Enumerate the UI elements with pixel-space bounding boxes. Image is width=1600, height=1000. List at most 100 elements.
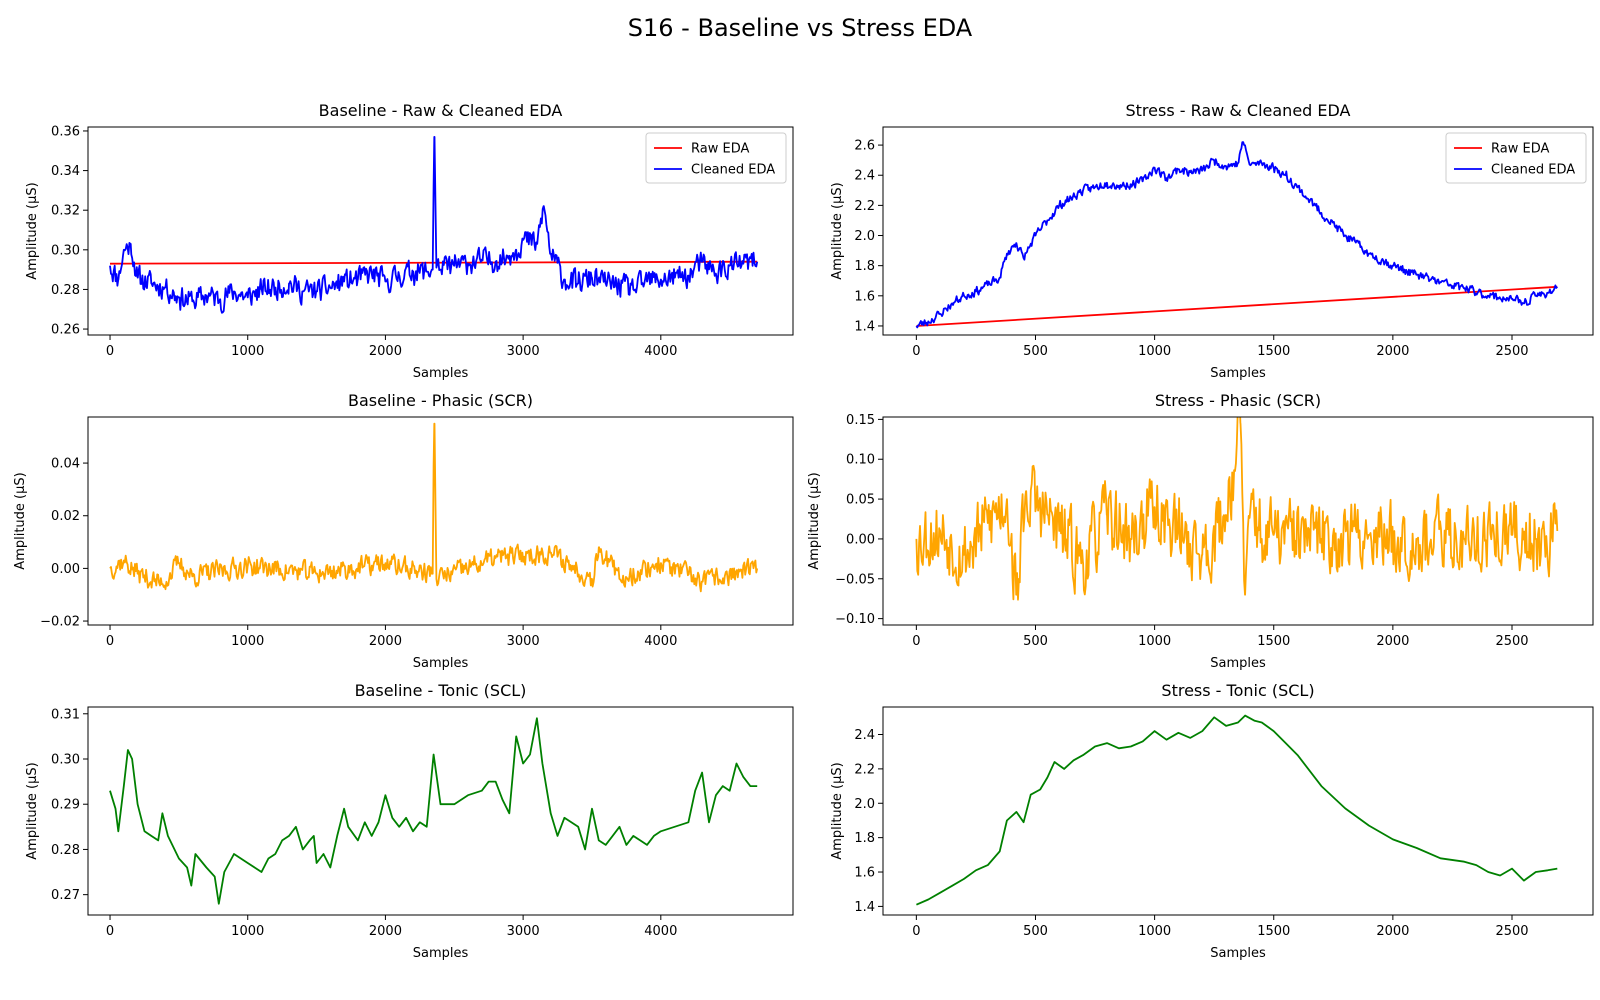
y-tick-label: 1.4: [854, 319, 875, 334]
x-tick-label: 4000: [644, 344, 677, 359]
y-tick-label: 0.02: [51, 509, 80, 524]
x-tick-label: 1000: [1138, 924, 1171, 939]
y-tick-label: 0.31: [51, 707, 80, 722]
chart-title: Stress - Raw & Cleaned EDA: [1125, 101, 1350, 120]
y-tick-label: 1.6: [854, 289, 875, 304]
y-tick-label: 1.4: [854, 900, 875, 915]
y-tick-label: 0.32: [51, 204, 80, 219]
y-tick-label: 0.28: [51, 283, 80, 298]
x-tick-label: 0: [912, 634, 920, 649]
chart-panel-4: 0 500 1000 1500 2000 2500 −0.10 −0.05 0.00 0.05 0.…: [807, 391, 1594, 671]
y-tick-label: 0.26: [51, 323, 80, 338]
y-tick-label: 0.29: [51, 798, 80, 813]
x-axis-label: Samples: [1210, 946, 1266, 961]
y-axis-label: Amplitude (µS): [25, 182, 40, 279]
x-tick-label: 2500: [1495, 634, 1528, 649]
chart-panel-1: 0 1000 2000 3000 4000 0.26 0.28 0.30 0.32 0.34 0.3…: [25, 101, 794, 381]
y-tick-label: −0.05: [835, 572, 875, 587]
plot-frame: [87, 416, 794, 626]
x-tick-label: 500: [1023, 924, 1048, 939]
y-tick-label: 0.04: [51, 457, 80, 472]
figure-title: S16 - Baseline vs Stress EDA: [627, 14, 973, 42]
x-tick-label: 3000: [507, 344, 540, 359]
y-tick-label: 2.2: [854, 762, 875, 777]
chart-panel-3: 0 1000 2000 3000 4000 −0.02 0.00 0.02 0.04 Baseli…: [13, 391, 794, 671]
y-tick-label: 2.4: [854, 728, 875, 743]
legend: Raw EDA Cleaned EDA: [1445, 132, 1587, 184]
x-tick-label: 2000: [369, 634, 402, 649]
signal-line: [109, 422, 759, 593]
chart-panel-6: 0 500 1000 1500 2000 2500 1.4 1.6 1.8 2.0 2.2 2.4 St…: [830, 681, 1594, 961]
chart-title: Baseline - Tonic (SCL): [355, 681, 527, 700]
y-tick-label: −0.02: [40, 615, 80, 630]
y-tick-label: 2.0: [854, 229, 875, 244]
x-tick-label: 2000: [1376, 634, 1409, 649]
x-axis-label: Samples: [1210, 366, 1266, 381]
x-tick-label: 1500: [1257, 344, 1290, 359]
y-tick-label: 2.6: [854, 139, 875, 154]
y-tick-label: 0.00: [846, 532, 875, 547]
cleaned-eda-line: [109, 136, 759, 314]
chart-panel-2: 0 500 1000 1500 2000 2500 1.4 1.6 1.8 2.0 2.2 2.4 2.…: [830, 101, 1594, 381]
y-axis-label: Amplitude (µS): [807, 472, 822, 569]
y-tick-label: 1.6: [854, 866, 875, 881]
chart-title: Baseline - Raw & Cleaned EDA: [319, 101, 563, 120]
x-tick-label: 2000: [1376, 924, 1409, 939]
x-axis-label: Samples: [1210, 656, 1266, 671]
plot-frame: [87, 706, 794, 916]
cleaned-eda-line: [915, 141, 1558, 329]
x-tick-label: 0: [106, 634, 114, 649]
x-tick-label: 2000: [1376, 344, 1409, 359]
y-tick-label: 2.4: [854, 169, 875, 184]
x-tick-label: 500: [1023, 344, 1048, 359]
signal-line: [109, 717, 758, 905]
y-tick-label: 0.30: [51, 243, 80, 258]
x-tick-label: 4000: [644, 634, 677, 649]
chart-title: Stress - Tonic (SCL): [1161, 681, 1314, 700]
x-tick-label: 0: [912, 924, 920, 939]
y-tick-label: 0.10: [846, 453, 875, 468]
y-tick-label: 0.36: [51, 124, 80, 139]
x-tick-label: 2500: [1495, 924, 1528, 939]
x-tick-label: 1000: [231, 634, 264, 649]
legend-label: Cleaned EDA: [691, 163, 775, 178]
plot-frame: [87, 126, 794, 336]
y-tick-label: 0.27: [51, 888, 80, 903]
y-axis-label: Amplitude (µS): [13, 472, 28, 569]
x-tick-label: 500: [1023, 634, 1048, 649]
legend-box: [1445, 132, 1587, 184]
y-tick-label: 2.0: [854, 797, 875, 812]
x-axis-label: Samples: [413, 946, 469, 961]
chart-title: Baseline - Phasic (SCR): [348, 391, 533, 410]
signal-line: [915, 417, 1559, 601]
plot-frame: [882, 416, 1594, 626]
x-tick-label: 1500: [1257, 634, 1290, 649]
y-tick-label: 0.30: [51, 753, 80, 768]
x-tick-label: 3000: [507, 924, 540, 939]
y-tick-label: 1.8: [854, 259, 875, 274]
legend-box: [645, 132, 787, 184]
y-tick-label: 0.28: [51, 843, 80, 858]
plot-frame: [882, 706, 1594, 916]
y-tick-label: 0.00: [51, 562, 80, 577]
y-tick-label: 0.15: [846, 413, 875, 428]
legend-label: Raw EDA: [1491, 142, 1549, 157]
raw-eda-line: [916, 285, 1558, 327]
x-tick-label: 1500: [1257, 924, 1290, 939]
legend-label: Cleaned EDA: [1491, 163, 1575, 178]
y-axis-label: Amplitude (µS): [25, 762, 40, 859]
x-axis-label: Samples: [413, 366, 469, 381]
y-tick-label: 2.2: [854, 199, 875, 214]
signal-line: [916, 714, 1558, 906]
x-tick-label: 1000: [1138, 634, 1171, 649]
chart-title: Stress - Phasic (SCR): [1155, 391, 1321, 410]
x-tick-label: 1000: [231, 924, 264, 939]
x-tick-label: 1000: [231, 344, 264, 359]
y-axis-label: Amplitude (µS): [830, 762, 845, 859]
x-tick-label: 0: [106, 924, 114, 939]
x-tick-label: 2500: [1495, 344, 1528, 359]
x-tick-label: 1000: [1138, 344, 1171, 359]
plot-frame: [882, 126, 1594, 336]
x-tick-label: 0: [106, 344, 114, 359]
